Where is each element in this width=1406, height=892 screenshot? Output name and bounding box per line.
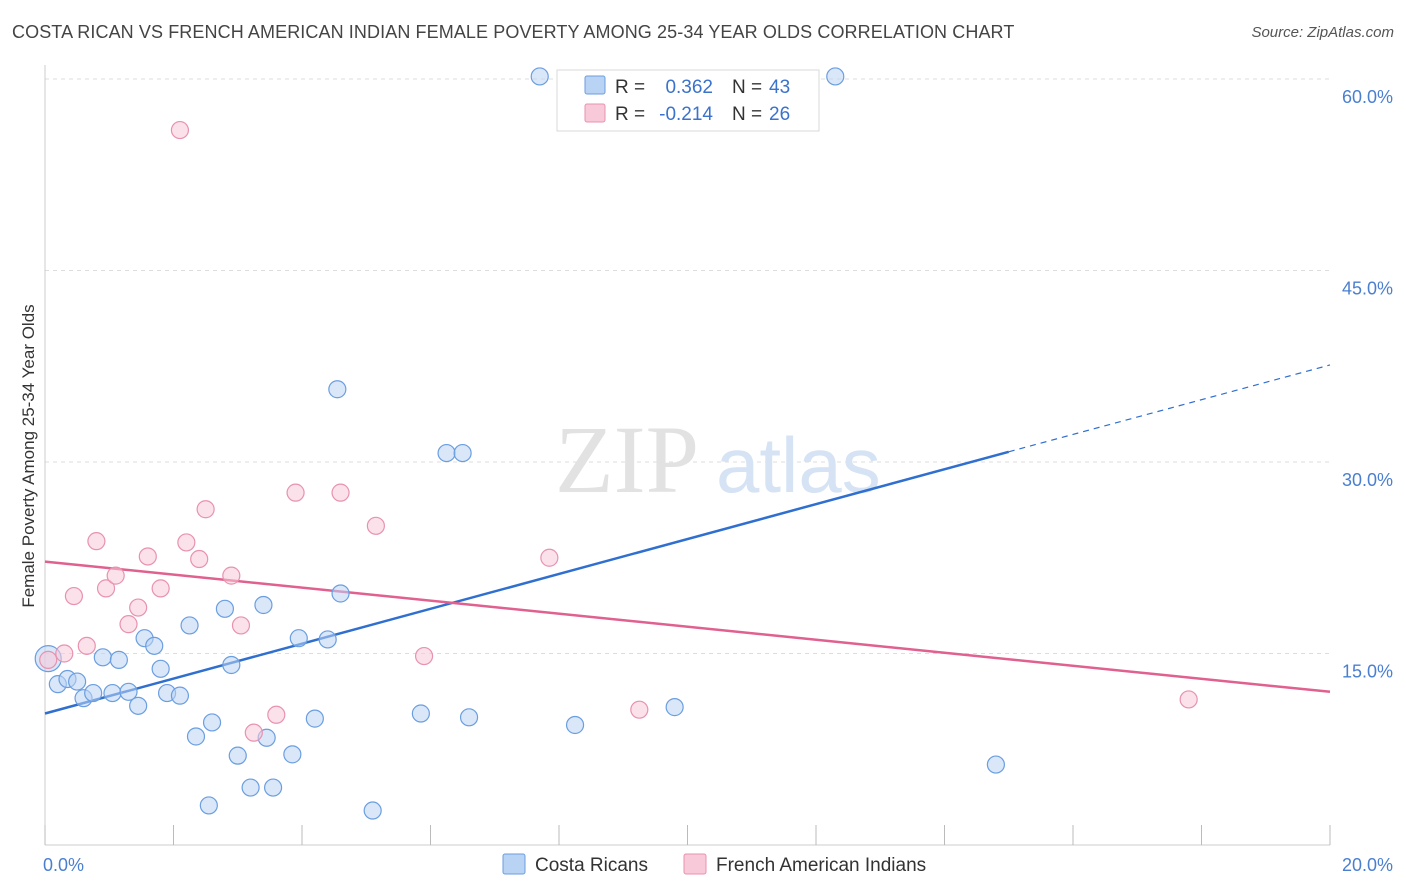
point-blue-16 (180, 616, 199, 635)
point-blue-10 (129, 696, 148, 715)
bottom-legend-label-blue: Costa Ricans (535, 855, 648, 876)
trend-line-1 (44, 560, 1331, 694)
point-blue-21 (222, 655, 241, 675)
point-blue-22 (228, 746, 247, 765)
point-blue-39 (565, 715, 585, 735)
point-blue-40 (665, 698, 684, 717)
trend-line-0 (44, 450, 1010, 715)
bottom-legend-swatch-pink (683, 853, 707, 875)
point-blue-29 (305, 709, 324, 728)
point-blue-5 (84, 683, 103, 703)
point-pink-13 (190, 549, 209, 569)
bottom-legend: Costa Ricans French American Indians (502, 853, 926, 876)
point-blue-42 (986, 755, 1006, 774)
point-blue-20 (215, 599, 234, 618)
point-blue-8 (109, 650, 128, 669)
point-pink-3 (77, 636, 96, 655)
point-blue-31 (328, 380, 347, 399)
chart-title: COSTA RICAN VS FRENCH AMERICAN INDIAN FE… (12, 22, 1015, 42)
point-blue-35 (437, 443, 456, 463)
point-pink-24 (630, 700, 649, 719)
point-pink-5 (96, 579, 116, 598)
point-blue-30 (318, 630, 337, 649)
point-pink-22 (414, 646, 434, 666)
point-blue-38 (530, 67, 549, 86)
trend-layer (44, 364, 1331, 715)
point-pink-9 (138, 547, 157, 566)
point-blue-13 (151, 659, 170, 678)
point-pink-16 (231, 616, 251, 635)
legend-n-value-2: 26 (769, 104, 790, 125)
point-blue-3 (68, 672, 87, 691)
point-blue-9 (119, 682, 138, 701)
point-blue-17 (186, 727, 206, 746)
legend-r-label-2: R = (615, 104, 645, 125)
y-axis-label: Female Poverty Among 25-34 Year Olds (19, 304, 38, 607)
point-pink-18 (267, 705, 286, 724)
point-blue-7 (103, 683, 122, 703)
point-pink-10 (151, 579, 170, 598)
legend-n-value-1: 43 (769, 77, 790, 98)
point-blue-33 (363, 801, 382, 820)
legend-n-label-1: N = (732, 77, 762, 98)
point-pink-8 (129, 598, 148, 617)
legend-swatch-blue (584, 75, 606, 95)
legend-n-label-2: N = (732, 104, 762, 125)
y-tick-label-0: 15.0% (1342, 662, 1393, 682)
point-pink-0 (39, 650, 58, 669)
point-blue-28 (289, 629, 308, 648)
legend-r-value-2: -0.214 (659, 104, 713, 125)
point-pink-2 (64, 586, 84, 606)
point-pink-6 (106, 566, 125, 585)
point-pink-1 (55, 644, 74, 663)
bottom-legend-label-pink: French American Indians (716, 855, 926, 876)
y-tick-label-3: 60.0% (1342, 87, 1393, 107)
source-label: Source: ZipAtlas.com (1251, 24, 1394, 41)
legend-swatch-pink (584, 103, 606, 123)
point-blue-27 (283, 745, 302, 764)
point-blue-6 (93, 648, 112, 667)
points-layer (34, 67, 1198, 820)
point-blue-41 (826, 67, 845, 86)
x-tick-label-0: 0.0% (43, 855, 84, 875)
point-pink-17 (244, 723, 263, 742)
point-pink-7 (119, 615, 138, 634)
point-blue-23 (241, 778, 260, 797)
watermark-zip: ZIP (555, 406, 699, 513)
legend-r-label-1: R = (615, 77, 645, 98)
point-blue-18 (199, 796, 218, 815)
point-pink-21 (366, 516, 385, 535)
point-pink-20 (331, 483, 350, 502)
legend-r-value-1: 0.362 (665, 77, 713, 98)
point-blue-34 (411, 704, 430, 723)
point-pink-19 (286, 483, 305, 502)
watermark-atlas: atlas (716, 421, 881, 509)
point-blue-37 (459, 708, 479, 727)
point-blue-24 (254, 595, 273, 615)
trend-line-0-extension (1008, 364, 1331, 453)
axis-layer: 15.0% 30.0% 45.0% 60.0% 0.0% 20.0% (43, 65, 1393, 875)
point-blue-36 (453, 443, 472, 463)
point-blue-12 (145, 636, 164, 655)
y-tick-label-2: 45.0% (1342, 279, 1393, 299)
point-pink-4 (87, 532, 106, 551)
bottom-legend-swatch-blue (502, 853, 526, 875)
top-legend: R = 0.362 N = 43 R = -0.214 N = 26 (556, 69, 820, 132)
point-pink-12 (177, 533, 196, 552)
watermark: ZIP atlas (555, 406, 881, 513)
point-pink-23 (540, 548, 559, 567)
y-tick-label-1: 30.0% (1342, 470, 1393, 490)
point-blue-26 (263, 778, 283, 797)
point-blue-19 (202, 713, 222, 732)
point-blue-15 (170, 686, 190, 705)
point-pink-14 (196, 500, 215, 519)
point-pink-25 (1179, 690, 1198, 709)
point-pink-15 (222, 566, 241, 585)
x-tick-label-1: 20.0% (1342, 855, 1393, 875)
point-blue-32 (331, 584, 350, 603)
point-pink-11 (170, 120, 190, 140)
grid-layer (45, 78, 1330, 654)
